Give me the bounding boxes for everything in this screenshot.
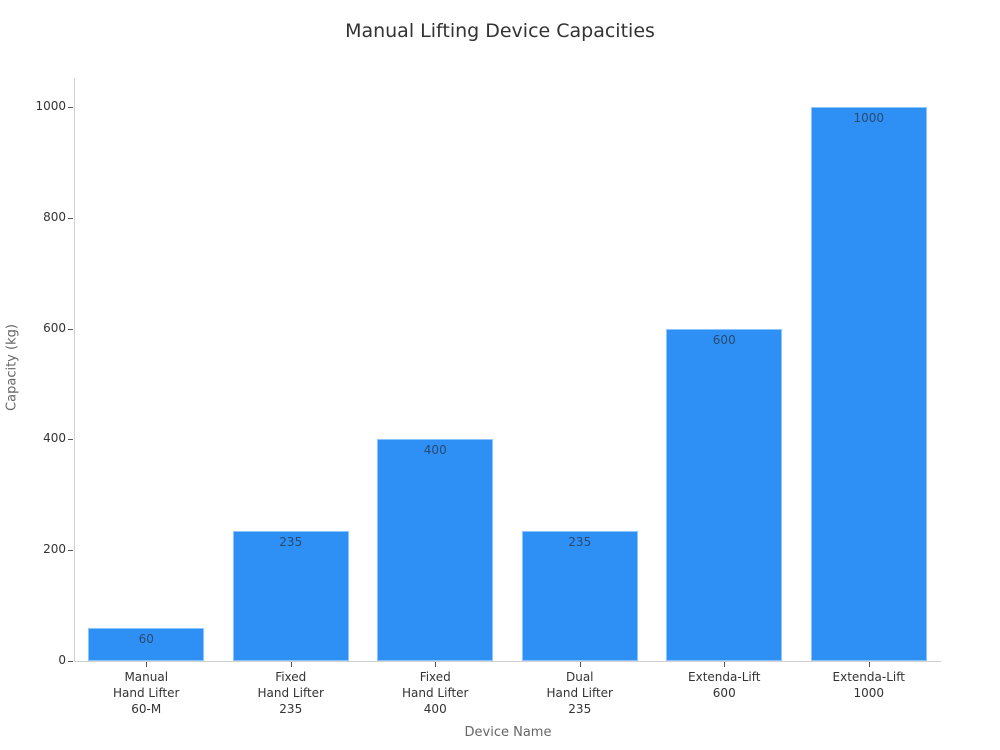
x-tick-mark	[146, 662, 148, 667]
bar-value-label: 235	[279, 534, 303, 549]
y-tick-mark	[68, 439, 73, 441]
y-tick-label: 800	[43, 209, 66, 224]
bar-value-label: 60	[138, 631, 154, 646]
bar: 1000	[810, 107, 927, 661]
x-axis-line	[74, 661, 941, 662]
bar: 235	[232, 530, 349, 661]
x-tick-label: Dual Hand Lifter 235	[546, 670, 613, 716]
y-tick-label: 600	[43, 320, 66, 335]
y-tick-label: 400	[43, 431, 66, 446]
y-tick-mark	[68, 661, 73, 662]
x-tick-mark	[290, 662, 292, 667]
y-tick-label: 1000	[35, 99, 66, 113]
y-axis-line	[74, 78, 75, 661]
x-tick-label: Extenda-Lift 1000	[832, 670, 905, 700]
y-tick-label: 0	[58, 653, 66, 667]
bar-value-label: 1000	[853, 111, 885, 125]
x-tick-label: Fixed Hand Lifter 235	[257, 670, 324, 716]
y-tick-mark	[68, 550, 73, 552]
x-tick-label: Extenda-Lift 600	[688, 670, 761, 700]
bar: 235	[521, 530, 638, 661]
y-axis-label: Capacity (kg)	[4, 324, 20, 411]
x-tick-mark	[579, 662, 581, 667]
x-tick-label: Fixed Hand Lifter 400	[402, 670, 469, 716]
x-tick-label: Manual Hand Lifter 60-M	[113, 670, 180, 716]
x-tick-mark	[435, 662, 437, 667]
bar: 400	[377, 439, 494, 661]
x-tick-mark	[724, 662, 726, 667]
y-tick-mark	[68, 217, 73, 219]
bar: 60	[88, 627, 205, 661]
bar-value-label: 235	[568, 534, 592, 549]
bar-value-label: 400	[423, 443, 447, 458]
bar: 600	[666, 328, 783, 661]
y-tick-mark	[68, 328, 73, 330]
chart-title: Manual Lifting Device Capacities	[345, 20, 655, 42]
x-axis-label: Device Name	[464, 725, 552, 740]
y-tick-mark	[68, 107, 73, 108]
x-tick-mark	[868, 662, 870, 667]
y-tick-label: 200	[43, 542, 66, 557]
bar-value-label: 600	[712, 332, 736, 347]
